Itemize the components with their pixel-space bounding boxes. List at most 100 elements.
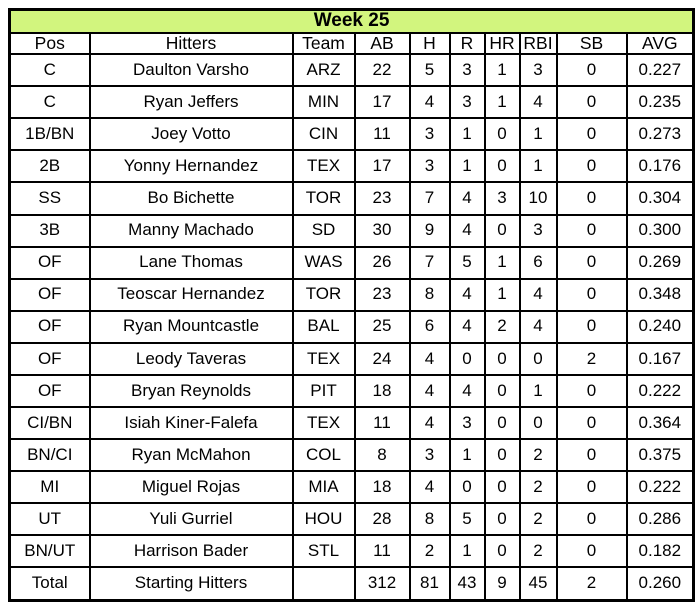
cell-sb: 0 [555,438,628,473]
cell-hitters: Yuli Gurriel [88,502,294,537]
cell-avg: 0.300 [625,213,695,248]
cell-hr: 3 [483,181,521,216]
cell-h: 5 [408,53,451,88]
cell-sb: 0 [555,149,628,184]
cell-hr: 9 [483,566,521,602]
cell-h: 8 [408,277,451,312]
cell-hitters: Manny Machado [88,213,294,248]
cell-pos: 3B [8,213,91,248]
cell-pos: BN/UT [8,534,91,569]
cell-h: 4 [408,470,451,505]
cell-h: 4 [408,405,451,441]
cell-hr: 0 [483,502,521,537]
cell-hitters: Ryan McMahon [88,438,294,473]
cell-hitters: Bo Bichette [88,181,294,216]
cell-h: 7 [408,181,451,216]
cell-rbi: 4 [518,309,558,344]
cell-h: 9 [408,213,451,248]
cell-h: 8 [408,502,451,537]
cell-team: PIT [291,373,356,409]
player-row: 3B Manny Machado SD 30 9 4 0 3 0 0.300 [8,213,695,248]
cell-hr: 1 [483,53,521,88]
cell-h: 81 [408,566,451,602]
cell-ab: 30 [353,213,411,248]
cell-sb: 0 [555,53,628,88]
cell-pos: UT [8,502,91,537]
cell-r: 0 [448,470,486,505]
cell-avg: 0.273 [625,117,695,152]
col-header-rbi: RBI [518,31,558,56]
cell-ab: 18 [353,373,411,409]
cell-hitters: Harrison Bader [88,534,294,569]
cell-r: 0 [448,341,486,376]
player-row: SS Bo Bichette TOR 23 7 4 3 10 0 0.304 [8,181,695,216]
table-body: C Daulton Varsho ARZ 22 5 3 1 3 0 0.227 C Ryan Jeff… [8,53,695,602]
cell-h: 3 [408,117,451,152]
cell-r: 1 [448,149,486,184]
col-header-r: R [448,31,486,56]
cell-pos: Total [8,566,91,602]
cell-rbi: 45 [518,566,558,602]
cell-avg: 0.240 [625,309,695,344]
cell-pos: SS [8,181,91,216]
cell-ab: 23 [353,277,411,312]
cell-avg: 0.167 [625,341,695,376]
cell-rbi: 3 [518,53,558,88]
cell-hr: 0 [483,438,521,473]
cell-avg: 0.269 [625,245,695,280]
cell-hitters: Joey Votto [88,117,294,152]
cell-pos: C [8,85,91,120]
cell-hr: 0 [483,405,521,441]
cell-hitters: Leody Taveras [88,341,294,376]
cell-hr: 0 [483,117,521,152]
cell-r: 1 [448,438,486,473]
cell-r: 1 [448,117,486,152]
cell-h: 4 [408,373,451,409]
cell-h: 2 [408,534,451,569]
cell-hitters: Isiah Kiner-Falefa [88,405,294,441]
cell-ab: 18 [353,470,411,505]
cell-team: WAS [291,245,356,280]
col-header-hitters: Hitters [88,31,294,56]
player-row: OF Lane Thomas WAS 26 7 5 1 6 0 0.269 [8,245,695,280]
cell-pos: 1B/BN [8,117,91,152]
cell-hitters: Bryan Reynolds [88,373,294,409]
cell-team: TOR [291,277,356,312]
cell-sb: 0 [555,534,628,569]
cell-hitters: Yonny Hernandez [88,149,294,184]
cell-r: 5 [448,502,486,537]
cell-hr: 0 [483,534,521,569]
cell-pos: MI [8,470,91,505]
cell-r: 3 [448,53,486,88]
table-title: Week 25 [8,8,695,34]
cell-h: 3 [408,438,451,473]
cell-ab: 23 [353,181,411,216]
cell-team: TOR [291,181,356,216]
cell-pos: C [8,53,91,88]
cell-hr: 1 [483,245,521,280]
cell-hitters: Miguel Rojas [88,470,294,505]
player-row: CI/BN Isiah Kiner-Falefa TEX 11 4 3 0 0 0 0.364 [8,405,695,441]
cell-pos: CI/BN [8,405,91,441]
cell-pos: OF [8,373,91,409]
cell-h: 4 [408,341,451,376]
cell-sb: 0 [555,181,628,216]
player-row: C Ryan Jeffers MIN 17 4 3 1 4 0 0.235 [8,85,695,120]
cell-ab: 28 [353,502,411,537]
cell-ab: 17 [353,149,411,184]
col-header-avg: AVG [625,31,695,56]
cell-r: 3 [448,405,486,441]
col-header-pos: Pos [8,31,91,56]
cell-ab: 25 [353,309,411,344]
cell-ab: 11 [353,405,411,441]
cell-team: MIA [291,470,356,505]
cell-r: 4 [448,373,486,409]
player-row: BN/UT Harrison Bader STL 11 2 1 0 2 0 0.182 [8,534,695,569]
cell-sb: 0 [555,277,628,312]
cell-team: BAL [291,309,356,344]
cell-r: 4 [448,309,486,344]
player-row: UT Yuli Gurriel HOU 28 8 5 0 2 0 0.286 [8,502,695,537]
cell-avg: 0.222 [625,373,695,409]
cell-avg: 0.375 [625,438,695,473]
cell-sb: 0 [555,213,628,248]
